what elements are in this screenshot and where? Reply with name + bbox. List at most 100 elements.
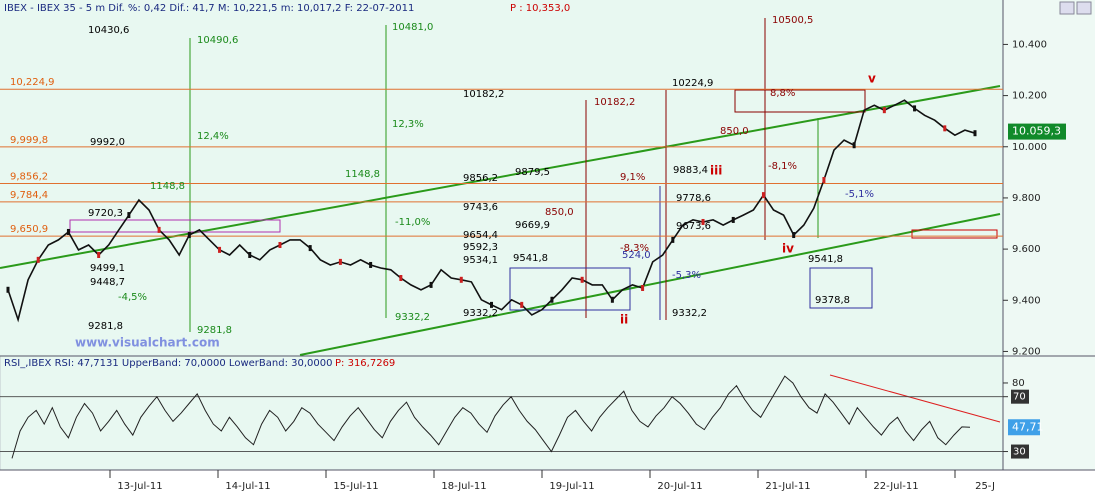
current-label: 47,71 [1012,420,1044,433]
candle [610,296,614,303]
candle [490,301,493,308]
y-tick-label: 80 [1012,378,1025,389]
annotation: -11,0% [395,217,430,228]
annotation: 12,3% [392,119,424,130]
x-tick-label: 19-Jul-11 [549,481,594,492]
annotation: iii [710,164,722,178]
y-tick-label: 30 [1013,447,1026,458]
candle [187,232,191,239]
annotation: -5,1% [845,189,874,200]
rsi-trend-line [829,374,1001,423]
annotation: 10224,9 [672,78,713,89]
current-label: 10.059,3 [1012,125,1061,138]
price-info: P : 10,353,0 [510,3,570,14]
chart-title: IBEX - IBEX 35 - 5 m Dif. %: 0,42 Dif.: … [4,3,414,14]
current-tag [1008,123,1066,140]
y-tick-label: 9.600 [1012,244,1041,255]
candle [308,245,312,252]
watermark: www.visualchart.com [75,336,220,350]
annotation: 9720,3 [88,208,123,219]
candle [913,105,917,112]
annotation: -8,3% [620,243,649,254]
box [809,267,873,309]
annotation: 10490,6 [197,35,238,46]
annotation: 850,0 [545,207,574,218]
candle [248,251,252,258]
level-label: 9,856,2 [10,172,48,183]
annotation: -8,1% [768,161,797,172]
annotation: 9332,2 [395,312,430,323]
candle [550,296,554,303]
candle [761,192,765,199]
candle [218,246,222,253]
box [734,89,866,113]
y-tick-label: 10.000 [1012,142,1047,153]
price-panel [0,0,1003,356]
annotation: 1148,8 [345,169,380,180]
x-tick-label: 21-Jul-11 [765,481,810,492]
candle [36,256,40,263]
rsi-title: RSI_,IBEX RSI: 47,7131 UpperBand: 70,000… [4,358,332,369]
candle [943,125,947,132]
price-line [11,375,971,459]
annotation: 9856,2 [463,173,498,184]
annotation: 10500,5 [772,15,813,26]
candle [459,276,463,283]
annotation: 10481,0 [392,22,433,33]
annotation: 9281,8 [197,325,232,336]
tick-box [1011,389,1029,404]
candle [399,275,403,282]
level-label: 9,999,8 [10,135,48,146]
x-tick-label: 13-Jul-11 [117,481,162,492]
annotation: 9743,6 [463,202,498,213]
annotation: 9778,6 [676,193,711,204]
annotation: 1148,8 [150,181,185,192]
annotation: 10182,2 [463,89,504,100]
window-button[interactable] [1059,1,1075,15]
x-tick-label: 15-Jul-11 [333,481,378,492]
annotation: 9541,8 [513,253,548,264]
y-tick-label: 9.200 [1012,346,1041,357]
annotation: 850,0 [720,126,749,137]
rsi-panel [0,355,1004,471]
candle [369,261,373,268]
box [69,219,281,233]
box [509,267,631,311]
candle [852,142,856,149]
x-tick-label: 14-Jul-11 [225,481,270,492]
candle [429,281,433,288]
current-tag [1008,419,1040,436]
trend-line [299,213,1001,356]
level-label: 10,224,9 [10,77,55,88]
annotation: 524,0 [622,250,651,261]
annotation: 10430,6 [88,25,129,36]
candle [278,242,282,249]
price-axis-panel [1003,0,1095,356]
annotation: 9,1% [620,172,645,183]
candle [97,251,101,258]
rsi-price-info: P: 316,7269 [335,358,395,369]
y-tick-label: 9.800 [1012,193,1041,204]
level-label: 9,650,9 [10,224,48,235]
x-tick-label: 20-Jul-11 [657,481,702,492]
annotation: 9654,4 [463,230,498,241]
candle [973,130,977,137]
candle [792,232,796,239]
annotation: 9883,4 [673,165,708,176]
y-tick-label: 9.400 [1012,295,1041,306]
window-button[interactable] [1076,1,1092,15]
candle [822,177,826,184]
y-tick-label: 70 [1013,392,1026,403]
candle [731,216,735,223]
annotation: 9332,2 [463,308,498,319]
annotation: 9541,8 [808,254,843,265]
annotation: 9378,8 [815,295,850,306]
candle [338,258,342,265]
annotation: 9332,2 [672,308,707,319]
candle [520,301,524,308]
x-tick-label: 18-Jul-11 [441,481,486,492]
candle [580,276,584,283]
candle [157,226,161,233]
